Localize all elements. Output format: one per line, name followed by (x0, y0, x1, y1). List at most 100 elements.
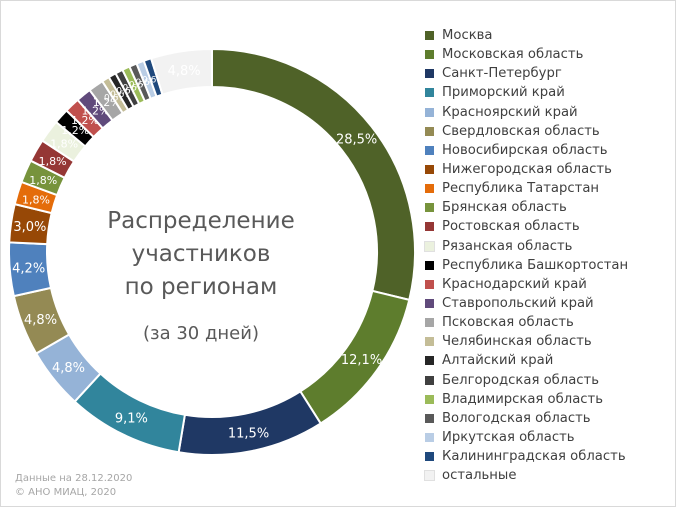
legend: Москва Московская область Санкт-Петербург П… (424, 26, 673, 485)
data-label-4: 9,1% (115, 411, 148, 426)
chart-title: Распределение участников по регионам (91, 205, 311, 304)
legend-swatch (425, 260, 434, 270)
legend-label: Ростовская область (442, 219, 580, 235)
legend-item: Краснодарский край (425, 275, 673, 294)
data-label-6: 4,8% (24, 313, 57, 328)
legend-swatch (425, 184, 434, 194)
data-label-5: 4,8% (52, 361, 85, 376)
legend-label: Краснодарский край (442, 276, 587, 292)
data-label-9: 1,8% (22, 193, 50, 206)
legend-swatch (424, 470, 435, 482)
title-line: Распределение (107, 208, 295, 234)
legend-swatch (425, 279, 434, 289)
legend-item: Красноярский край (425, 103, 673, 122)
data-label-22: 0,6% (135, 78, 158, 88)
legend-swatch (425, 394, 434, 404)
legend-swatch (425, 356, 434, 366)
legend-label: Иркутская область (442, 430, 575, 446)
legend-label: Калининградская область (442, 449, 626, 465)
legend-swatch (425, 88, 434, 98)
legend-swatch (425, 318, 434, 328)
data-label-10: 1,8% (29, 174, 57, 187)
legend-swatch (425, 165, 434, 175)
legend-label: Московская область (442, 47, 584, 63)
legend-swatch (425, 337, 434, 347)
legend-item: Ставропольский край (425, 294, 673, 313)
data-label-20: 0,6% (123, 83, 146, 93)
data-label-7: 4,2% (12, 262, 45, 277)
legend-item: Псковская область (425, 313, 673, 332)
data-label-12: 1,8% (50, 137, 78, 150)
legend-item: Республика Татарстан (425, 179, 673, 198)
legend-item: Иркутская область (425, 428, 673, 447)
legend-label: Приморский край (442, 85, 565, 101)
data-date: Данные на 28.12.2020 (15, 473, 133, 484)
legend-label: Вологодская область (442, 410, 591, 426)
legend-item: Челябинская область (425, 332, 673, 351)
legend-item: Калининградская область (425, 447, 673, 466)
legend-label: Москва (442, 28, 493, 44)
legend-item: Владимирская область (425, 390, 673, 409)
data-label-18: 0,6% (110, 90, 133, 100)
data-label-24: 4,8% (168, 64, 201, 79)
legend-item: Новосибирская область (425, 141, 673, 160)
legend-item: Брянская область (425, 198, 673, 217)
legend-item: Ростовская область (425, 217, 673, 236)
data-label-21: 0,6% (129, 81, 152, 91)
title-line: участников (131, 241, 271, 267)
data-label-1: 28,5% (336, 132, 377, 147)
footer: Данные на 28.12.2020 © АНО МИАЦ, 2020 (15, 472, 132, 500)
data-label-11: 1,8% (39, 155, 67, 168)
data-label-23: 0,6% (142, 76, 165, 86)
legend-swatch (425, 145, 434, 155)
legend-label: Псковская область (442, 315, 574, 331)
legend-label: Челябинская область (442, 334, 592, 350)
title-line: по регионам (124, 274, 278, 300)
legend-label: Красноярский край (442, 104, 578, 120)
legend-item: Алтайский край (425, 351, 673, 370)
data-label-19: 0,6% (116, 86, 139, 96)
legend-swatch (425, 433, 434, 443)
legend-label: Свердловская область (442, 123, 600, 139)
legend-swatch (425, 31, 434, 41)
legend-label: Белгородская область (442, 372, 599, 388)
legend-swatch (425, 413, 434, 423)
legend-label: Брянская область (442, 200, 567, 216)
legend-label: Нижегородская область (442, 162, 612, 178)
legend-swatch (425, 126, 434, 136)
legend-swatch (425, 50, 434, 60)
legend-label: Республика Татарстан (442, 181, 600, 197)
data-label-2: 12,1% (341, 353, 382, 368)
legend-swatch (425, 107, 434, 117)
legend-item: Нижегородская область (425, 160, 673, 179)
legend-item: Республика Башкортостан (425, 256, 673, 275)
legend-item: Свердловская область (425, 122, 673, 141)
legend-label: Владимирская область (442, 391, 603, 407)
data-label-8: 3,0% (13, 220, 46, 235)
legend-item: остальные (424, 466, 673, 485)
data-label-17: 0,6% (104, 93, 127, 103)
legend-item: Белгородская область (425, 371, 673, 390)
donut-chart: 28,5% 12,1% 11,5% 9,1% 4,8% 4,8% 4,2% 3,0% 1,8% 1… (8, 47, 416, 456)
copyright: © АНО МИАЦ, 2020 (15, 487, 117, 498)
legend-label: Новосибирская область (442, 142, 608, 158)
legend-item: Рязанская область (424, 237, 673, 256)
legend-swatch (425, 69, 434, 79)
legend-swatch (425, 299, 434, 309)
legend-item: Москва (425, 26, 673, 45)
legend-item: Приморский край (425, 83, 673, 102)
legend-label: Ставропольский край (442, 296, 594, 312)
legend-label: Республика Башкортостан (442, 257, 629, 273)
legend-swatch (424, 240, 435, 252)
legend-label: остальные (442, 468, 517, 484)
legend-swatch (425, 375, 434, 385)
slice-3 (177, 389, 323, 456)
legend-label: Алтайский край (442, 353, 554, 369)
legend-swatch (425, 452, 434, 462)
slice-24 (149, 47, 213, 96)
legend-swatch (425, 222, 434, 232)
legend-swatch (425, 203, 434, 213)
legend-item: Вологодская область (425, 409, 673, 428)
legend-label: Санкт-Петербург (442, 66, 562, 82)
